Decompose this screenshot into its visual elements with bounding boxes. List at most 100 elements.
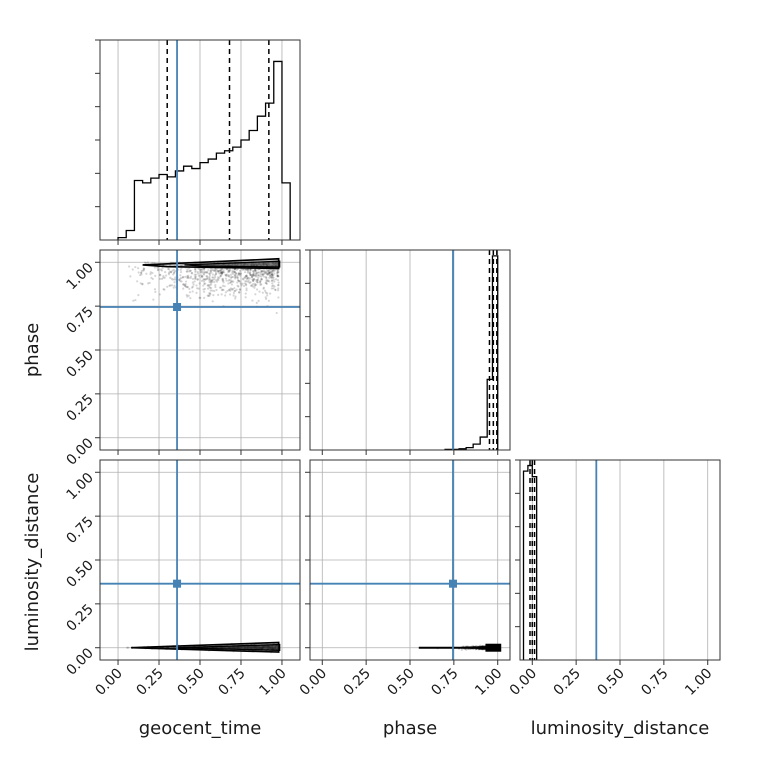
sample-point [206,284,209,287]
sample-point [206,271,209,274]
sample-point [237,272,241,275]
sample-point [183,284,186,287]
sample-point [263,275,266,278]
sample-point [186,286,189,289]
sample-point [226,646,229,649]
sample-point [194,277,197,280]
sample-point [244,646,247,650]
sample-point [183,283,186,286]
sample-point [268,272,271,275]
sample-point [238,291,241,294]
sample-point [194,275,197,278]
sample-point [252,273,255,276]
sample-point [237,279,240,282]
sample-point [275,647,279,650]
x-tick-label: 0.75 [428,666,461,699]
sample-point [261,646,264,650]
sample-point [246,263,249,266]
sample-point [267,647,270,650]
sample-point [273,646,276,649]
sample-point [257,646,260,649]
sample-point [218,272,221,275]
sample-point [208,277,211,280]
sample-point [243,276,246,279]
sample-point [199,270,202,273]
sample-point [251,278,254,281]
sample-point [173,646,176,649]
sample-point [271,273,274,276]
sample-point [214,283,217,287]
sample-point [186,270,189,273]
sample-point [174,276,177,279]
sample-point [246,646,249,649]
density-peak [485,643,502,652]
sample-point [251,283,255,286]
histogram-panel-phase [305,249,511,455]
sample-point [247,280,250,283]
sample-point [255,272,258,275]
sample-point [228,288,231,291]
sample-point [216,278,219,281]
sample-point [264,262,267,265]
sample-point [221,279,224,282]
sample-point [254,645,257,649]
x-tick-label: 0.50 [174,666,207,699]
sample-point [215,279,218,282]
sample-point [231,646,234,649]
sample-point [275,647,278,650]
sample-point [244,268,247,271]
sample-point [235,268,238,271]
sample-point [266,280,269,283]
sample-point [142,269,145,272]
sample-point [150,276,153,279]
sample-point [267,647,270,650]
sample-point [260,283,263,286]
sample-point [231,263,234,267]
sample-point [275,262,278,265]
sample-point [261,646,264,649]
x-axis-label-luminosity-distance: luminosity_distance [531,718,710,739]
sample-point [218,269,221,272]
sample-point [259,263,262,266]
sample-point [250,646,254,649]
sample-point [213,289,216,293]
sample-point [184,283,187,286]
sample-point [169,276,172,279]
sample-point [482,644,485,648]
x-tick-label: 0.00 [507,666,540,699]
sample-point [194,273,198,276]
sample-point [173,278,176,281]
sample-point [260,646,263,649]
sample-point [249,645,252,649]
sample-point [252,272,255,275]
sample-point [254,647,257,650]
sample-point [230,279,233,282]
sample-point [148,281,151,285]
sample-point [256,646,259,649]
sample-point [255,263,258,266]
sample-point [244,646,247,649]
sample-point [186,276,189,279]
sample-point [198,296,201,299]
sample-point [210,279,213,282]
sample-point [153,288,157,291]
sample-point [252,263,256,267]
sample-point [141,282,144,285]
sample-point [266,273,270,276]
sample-point [271,269,274,272]
sample-point [236,276,239,280]
sample-point [271,647,274,650]
sample-point [260,275,263,278]
sample-point [245,274,248,277]
sample-point [205,277,209,281]
sample-point [262,286,266,289]
y-tick-label: 0.25 [63,601,96,634]
y-axis-label-phase: phase [22,323,43,377]
sample-point [240,646,243,650]
sample-point [271,645,275,648]
sample-point [273,262,276,265]
sample-point [250,263,253,266]
sample-point [269,646,272,649]
sample-point [158,273,162,276]
